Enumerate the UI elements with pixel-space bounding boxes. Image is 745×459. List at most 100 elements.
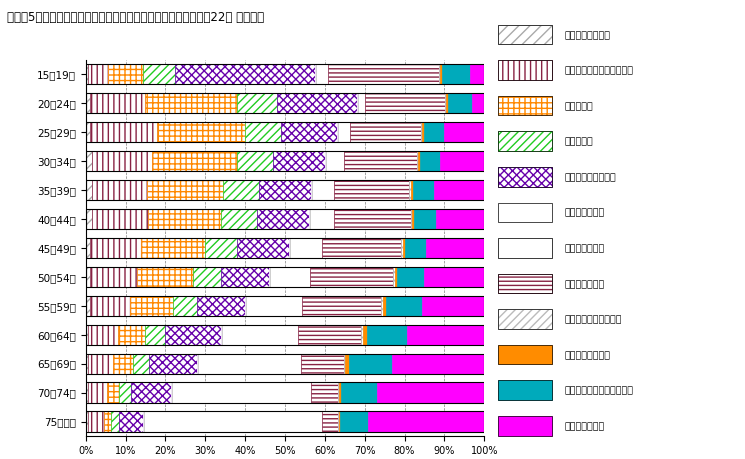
Bar bbox=[112, 411, 119, 432]
Bar bbox=[107, 382, 119, 403]
Bar bbox=[340, 382, 341, 403]
Bar bbox=[498, 274, 552, 293]
Bar bbox=[86, 180, 92, 200]
Bar bbox=[119, 411, 143, 432]
Bar bbox=[86, 238, 89, 258]
Bar bbox=[425, 122, 444, 142]
Bar bbox=[88, 411, 104, 432]
Bar bbox=[86, 411, 88, 432]
Bar bbox=[86, 180, 484, 200]
Bar bbox=[301, 353, 344, 374]
Bar bbox=[290, 238, 322, 258]
Bar bbox=[310, 267, 393, 287]
Bar bbox=[86, 64, 88, 84]
Bar bbox=[165, 325, 221, 345]
Bar bbox=[323, 411, 338, 432]
Bar bbox=[148, 209, 221, 229]
Bar bbox=[340, 411, 368, 432]
Bar bbox=[86, 325, 88, 345]
Bar bbox=[470, 64, 484, 84]
Text: 専門的・技術的職業従事者: 専門的・技術的職業従事者 bbox=[564, 67, 633, 75]
Bar bbox=[89, 267, 138, 287]
Bar bbox=[381, 296, 383, 316]
Bar bbox=[88, 382, 107, 403]
Bar bbox=[498, 274, 552, 293]
Text: 管理的職業従事者: 管理的職業従事者 bbox=[564, 31, 610, 40]
Bar bbox=[341, 382, 377, 403]
Bar bbox=[409, 180, 410, 200]
Bar bbox=[302, 296, 381, 316]
Bar bbox=[418, 151, 420, 171]
Bar bbox=[377, 382, 484, 403]
Bar bbox=[310, 209, 334, 229]
Bar bbox=[498, 202, 552, 222]
Bar bbox=[349, 122, 421, 142]
Bar bbox=[86, 411, 484, 432]
Bar bbox=[221, 267, 269, 287]
Text: 農林漁業従事者: 農林漁業従事者 bbox=[564, 244, 604, 253]
Bar bbox=[498, 131, 552, 151]
Bar bbox=[259, 180, 311, 200]
Bar bbox=[311, 180, 334, 200]
Bar bbox=[289, 238, 290, 258]
Bar bbox=[344, 353, 346, 374]
Bar bbox=[144, 411, 323, 432]
Bar bbox=[498, 60, 552, 80]
Bar bbox=[281, 122, 337, 142]
Bar bbox=[257, 209, 309, 229]
Bar bbox=[273, 151, 326, 171]
Text: 販売従事者: 販売従事者 bbox=[564, 138, 593, 146]
Text: 事務従事者: 事務従事者 bbox=[564, 102, 593, 111]
Bar bbox=[222, 325, 298, 345]
Bar bbox=[363, 325, 367, 345]
Bar bbox=[498, 25, 552, 44]
Bar bbox=[395, 267, 396, 287]
Bar bbox=[86, 238, 484, 258]
Bar bbox=[89, 296, 130, 316]
Text: サービス職業従事者: サービス職業従事者 bbox=[564, 173, 616, 182]
Bar bbox=[402, 238, 405, 258]
Bar bbox=[393, 267, 395, 287]
Bar bbox=[392, 353, 484, 374]
Bar bbox=[386, 296, 422, 316]
Bar bbox=[298, 325, 361, 345]
Bar bbox=[245, 122, 281, 142]
Bar bbox=[86, 325, 484, 345]
Bar bbox=[193, 267, 221, 287]
Bar bbox=[316, 64, 328, 84]
Bar bbox=[86, 267, 89, 287]
Bar bbox=[498, 309, 552, 329]
Bar bbox=[425, 267, 484, 287]
Bar bbox=[92, 180, 148, 200]
Bar bbox=[148, 180, 224, 200]
Bar bbox=[410, 209, 412, 229]
Bar bbox=[498, 238, 552, 257]
Bar bbox=[498, 96, 552, 115]
Bar bbox=[368, 411, 484, 432]
Bar bbox=[221, 209, 257, 229]
Bar bbox=[86, 267, 484, 287]
Bar bbox=[174, 296, 197, 316]
Bar bbox=[157, 122, 245, 142]
Bar bbox=[498, 309, 552, 329]
Bar bbox=[366, 93, 446, 113]
Bar bbox=[175, 64, 315, 84]
Bar bbox=[205, 238, 237, 258]
Bar bbox=[270, 267, 310, 287]
Bar bbox=[334, 180, 409, 200]
Bar bbox=[246, 296, 302, 316]
Bar bbox=[86, 64, 484, 84]
Bar bbox=[197, 296, 245, 316]
Bar bbox=[86, 382, 484, 403]
Bar bbox=[498, 345, 552, 364]
Bar bbox=[339, 411, 340, 432]
Bar bbox=[86, 209, 92, 229]
Bar bbox=[334, 209, 410, 229]
Bar bbox=[89, 238, 142, 258]
Bar bbox=[86, 122, 89, 142]
Bar bbox=[498, 96, 552, 115]
Bar bbox=[237, 238, 289, 258]
Bar bbox=[422, 296, 484, 316]
Bar bbox=[498, 202, 552, 222]
Bar bbox=[86, 353, 484, 374]
